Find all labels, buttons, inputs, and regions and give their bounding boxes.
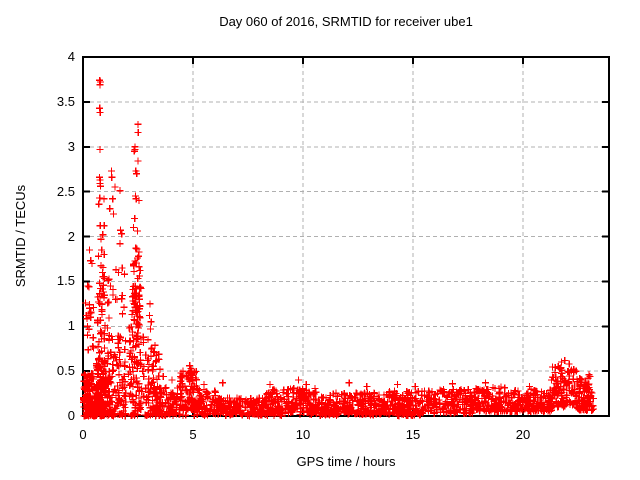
x-tick-label: 15 [405,427,421,442]
x-tick-label: 10 [295,427,311,442]
y-tick-label: 2.5 [56,183,75,199]
y-tick-label: 3 [67,138,75,154]
y-tick-label: 4 [67,49,75,64]
y-tick-label: 2 [67,228,75,244]
y-tick-label: 0 [67,408,75,423]
y-tick-label: 1.5 [56,273,75,289]
scatter-points [80,76,597,420]
x-tick-label: 0 [79,427,87,442]
y-tick-label: 1 [67,318,75,334]
x-axis-label: GPS time / hours [296,454,396,469]
y-tick-label: 0.5 [56,363,75,379]
chart-title: Day 060 of 2016, SRMTID for receiver ube… [219,14,473,29]
x-tick-label: 5 [189,427,197,442]
y-tick-label: 3.5 [56,93,75,109]
x-tick-label: 20 [515,427,531,442]
